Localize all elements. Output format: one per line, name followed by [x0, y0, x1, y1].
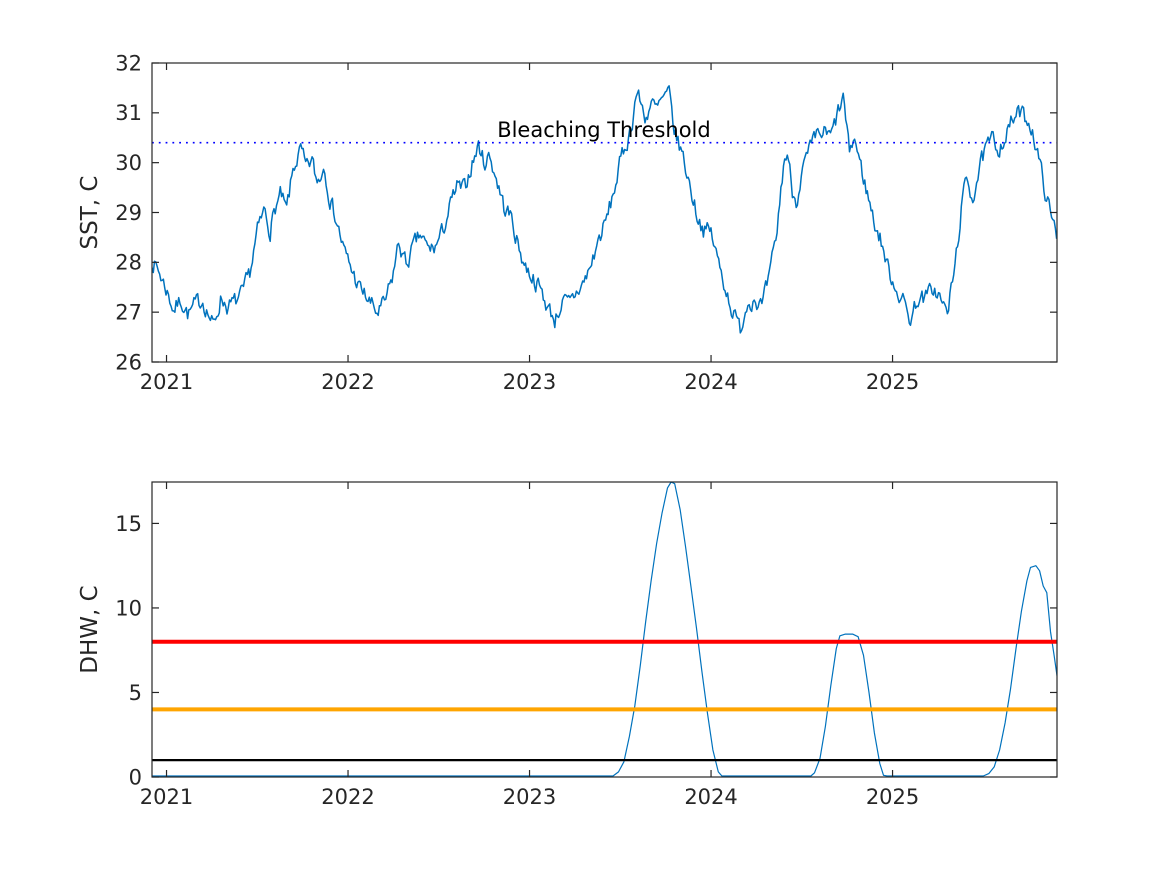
y-tick-label: 10 — [115, 596, 142, 620]
y-tick-label: 28 — [115, 251, 142, 275]
x-tick-label: 2021 — [140, 785, 193, 809]
y-tick-label: 30 — [115, 151, 142, 175]
sst-plot-area — [152, 85, 1057, 334]
dhw-axes-box — [151, 481, 1058, 778]
x-tick-label: 2025 — [866, 785, 919, 809]
x-tick-label: 2022 — [321, 785, 374, 809]
x-tick-label: 2023 — [503, 785, 556, 809]
bleaching-threshold-annotation: Bleaching Threshold — [497, 118, 711, 142]
y-tick-label: 15 — [115, 512, 142, 536]
x-tick-label: 2022 — [321, 370, 374, 394]
sst-y-axis-label: SST, C — [77, 176, 103, 250]
y-tick-label: 29 — [115, 201, 142, 225]
dhw-y-axis-label: DHW, C — [77, 585, 103, 673]
y-tick-label: 31 — [115, 101, 142, 125]
x-tick-label: 2025 — [866, 370, 919, 394]
sst-line — [152, 85, 1057, 334]
sst-panel: Bleaching Threshold 2021 2022 2023 2024 2025 2… — [115, 51, 1058, 394]
y-tick-label: 32 — [115, 51, 142, 75]
sst-axes-box — [151, 62, 1058, 363]
x-tick-label: 2024 — [684, 785, 737, 809]
y-tick-label: 5 — [129, 681, 142, 705]
dhw-panel: 2021 2022 2023 2024 2025 0 5 10 15 — [115, 481, 1058, 809]
y-tick-label: 27 — [115, 301, 142, 325]
dhw-line — [152, 481, 1057, 777]
y-tick-label: 26 — [115, 350, 142, 374]
x-tick-label: 2023 — [503, 370, 556, 394]
x-tick-label: 2021 — [140, 370, 193, 394]
x-tick-label: 2024 — [684, 370, 737, 394]
y-tick-label: 0 — [129, 765, 142, 789]
dhw-plot-area — [152, 481, 1057, 777]
